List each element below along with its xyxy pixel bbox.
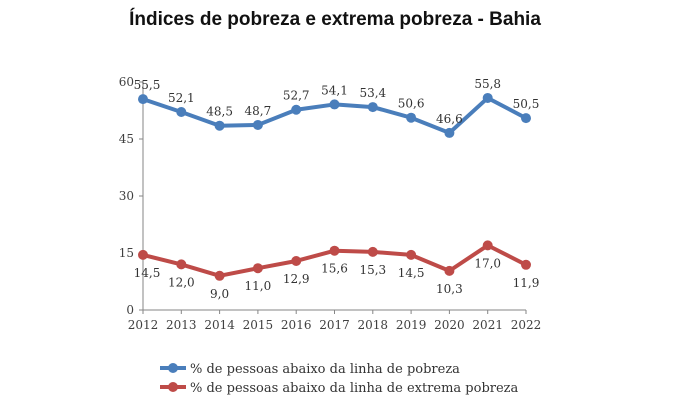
- x-tick-label: 2013: [166, 318, 197, 332]
- data-label: 17,0: [474, 256, 501, 270]
- data-label: 10,3: [436, 282, 463, 296]
- data-label: 9,0: [210, 287, 229, 301]
- x-tick-label: 2012: [128, 318, 159, 332]
- data-label: 12,0: [168, 275, 195, 289]
- data-label: 48,7: [245, 104, 272, 118]
- legend-item-2: % de pessoas abaixo da linha de extrema …: [160, 381, 519, 396]
- series-2: 14,5 12,0 9,0 11,0 12,9 15,6 15,3 14,5 10,3 17,0 1…: [134, 240, 540, 301]
- x-tick-label: 2019: [396, 318, 427, 332]
- data-point: [214, 120, 225, 131]
- y-tick-label: 0: [126, 303, 134, 317]
- series-layer: 55,5 52,1 48,5 48,7 52,7 54,1 53,4 50,6 46,6 55,8…: [134, 77, 540, 301]
- data-label: 12,9: [283, 272, 310, 286]
- data-point: [521, 259, 531, 270]
- data-point: [406, 112, 417, 123]
- data-label: 52,1: [168, 91, 195, 105]
- data-point: [444, 265, 455, 276]
- x-tick-label: 2020: [434, 318, 465, 332]
- legend-swatch-marker: [168, 382, 178, 392]
- x-tick-label: 2018: [358, 318, 389, 332]
- data-label: 15,6: [321, 262, 348, 276]
- data-label: 14,5: [398, 266, 425, 280]
- data-point: [138, 249, 148, 260]
- data-point: [138, 94, 148, 105]
- data-point: [482, 240, 493, 251]
- x-tick-label: 2021: [472, 318, 503, 332]
- legend-item-1: % de pessoas abaixo da linha de pobreza: [160, 362, 460, 377]
- data-label: 54,1: [321, 83, 348, 97]
- x-tick-label: 2016: [281, 318, 312, 332]
- data-label: 46,6: [436, 112, 463, 126]
- data-point: [406, 249, 417, 260]
- data-point: [291, 104, 302, 115]
- data-point: [176, 259, 187, 270]
- y-tick-label: 45: [119, 132, 134, 146]
- data-point: [252, 263, 263, 274]
- data-label: 55,5: [134, 78, 161, 92]
- data-label: 14,5: [134, 266, 161, 280]
- data-label: 55,8: [474, 77, 501, 91]
- data-point: [367, 102, 378, 113]
- data-label: 50,5: [513, 97, 540, 111]
- y-tick-label: 15: [119, 246, 134, 260]
- y-tick-label: 30: [119, 189, 134, 203]
- data-label: 11,9: [513, 276, 540, 290]
- y-tick-label: 60: [119, 75, 134, 89]
- x-tick-label: 2014: [204, 318, 235, 332]
- data-point: [252, 119, 263, 130]
- data-label: 11,0: [245, 279, 272, 293]
- data-point: [329, 99, 340, 110]
- data-label: 48,5: [206, 105, 233, 119]
- data-label: 15,3: [359, 263, 386, 277]
- data-label: 50,6: [398, 97, 425, 111]
- data-label: 52,7: [283, 89, 310, 103]
- data-point: [214, 270, 225, 281]
- data-point: [291, 255, 302, 266]
- data-point: [176, 107, 187, 118]
- axes: 0 15 30 45 60 2012 2013 2014 2015 2016 2017 2018 201…: [119, 75, 542, 332]
- legend: % de pessoas abaixo da linha de pobreza%…: [160, 362, 519, 396]
- chart-title: Índices de pobreza e extrema pobreza - B…: [129, 8, 541, 30]
- legend-label: % de pessoas abaixo da linha de pobreza: [190, 362, 460, 377]
- series-1: 55,5 52,1 48,5 48,7 52,7 54,1 53,4 50,6 46,6 55,8…: [134, 77, 540, 138]
- data-point: [367, 246, 378, 257]
- data-label: 53,4: [359, 86, 386, 100]
- x-tick-label: 2022: [511, 318, 542, 332]
- data-point: [329, 245, 340, 256]
- x-tick-label: 2017: [319, 318, 350, 332]
- x-tick-label: 2015: [243, 318, 274, 332]
- data-point: [521, 113, 531, 124]
- legend-swatch-marker: [168, 363, 178, 373]
- legend-label: % de pessoas abaixo da linha de extrema …: [190, 381, 519, 396]
- data-point: [444, 127, 455, 138]
- data-point: [482, 92, 493, 103]
